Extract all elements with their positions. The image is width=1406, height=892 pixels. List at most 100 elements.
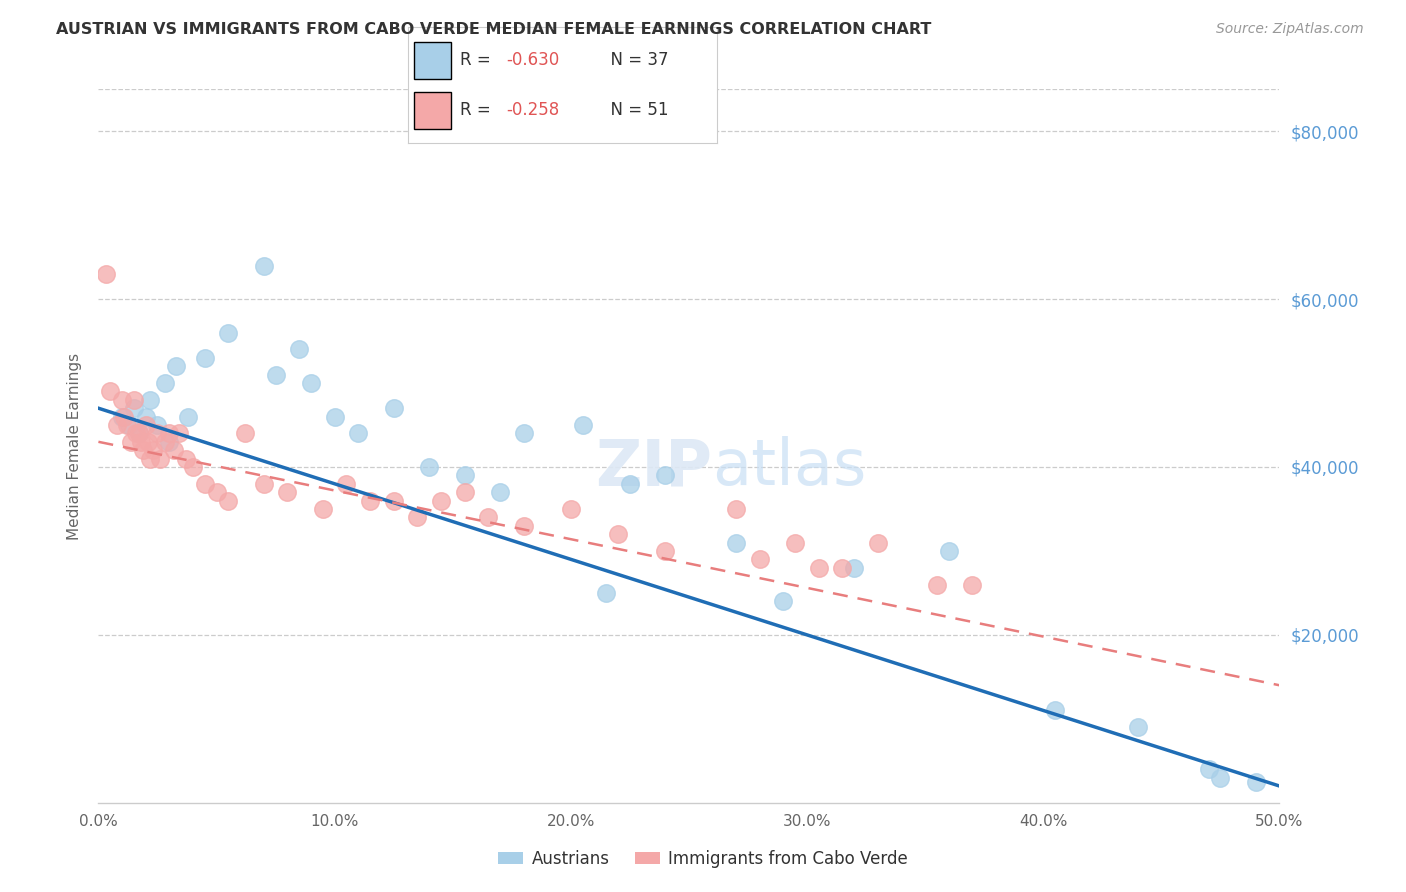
Point xyxy=(122,401,145,416)
FancyBboxPatch shape xyxy=(413,92,451,128)
Point xyxy=(925,577,948,591)
Point xyxy=(276,485,298,500)
Point xyxy=(607,527,630,541)
Point xyxy=(1126,720,1149,734)
Point xyxy=(1198,762,1220,776)
Point xyxy=(359,493,381,508)
Point xyxy=(866,535,889,549)
Point xyxy=(962,577,984,591)
Point xyxy=(595,586,617,600)
Point xyxy=(205,485,228,500)
Legend: Austrians, Immigrants from Cabo Verde: Austrians, Immigrants from Cabo Verde xyxy=(492,844,914,875)
Text: AUSTRIAN VS IMMIGRANTS FROM CABO VERDE MEDIAN FEMALE EARNINGS CORRELATION CHART: AUSTRIAN VS IMMIGRANTS FROM CABO VERDE M… xyxy=(56,22,932,37)
Point xyxy=(938,544,960,558)
Point xyxy=(121,434,143,449)
Point xyxy=(654,468,676,483)
Point xyxy=(139,392,162,407)
Point xyxy=(146,417,169,432)
Point xyxy=(115,417,138,432)
Point xyxy=(167,426,190,441)
Point xyxy=(139,451,162,466)
Text: N = 51: N = 51 xyxy=(599,102,668,120)
Point xyxy=(111,409,134,424)
Text: ZIP: ZIP xyxy=(596,436,713,499)
Point xyxy=(163,443,186,458)
Point xyxy=(1244,774,1267,789)
Text: R =: R = xyxy=(460,52,496,70)
Point xyxy=(453,468,475,483)
Point xyxy=(128,426,150,441)
Text: R =: R = xyxy=(460,102,496,120)
Point xyxy=(619,476,641,491)
Point xyxy=(312,502,335,516)
Point xyxy=(512,518,534,533)
Point xyxy=(382,401,405,416)
Point xyxy=(748,552,770,566)
Point xyxy=(111,392,134,407)
Point xyxy=(157,426,180,441)
Point xyxy=(785,535,807,549)
Text: -0.258: -0.258 xyxy=(506,102,560,120)
Point xyxy=(477,510,499,524)
Point xyxy=(105,417,128,432)
Point xyxy=(253,476,276,491)
Point xyxy=(1209,771,1232,785)
Point xyxy=(406,510,429,524)
Point xyxy=(264,368,287,382)
Point xyxy=(194,351,217,365)
Point xyxy=(335,476,357,491)
Text: -0.630: -0.630 xyxy=(506,52,560,70)
Point xyxy=(347,426,370,441)
Point xyxy=(135,409,157,424)
Text: Source: ZipAtlas.com: Source: ZipAtlas.com xyxy=(1216,22,1364,37)
Point xyxy=(132,443,155,458)
Point xyxy=(418,460,440,475)
Point xyxy=(136,434,159,449)
Point xyxy=(453,485,475,500)
Point xyxy=(122,392,145,407)
Point xyxy=(174,451,197,466)
Point xyxy=(128,426,150,441)
Point xyxy=(560,502,582,516)
Point xyxy=(253,259,276,273)
Point xyxy=(382,493,405,508)
Point xyxy=(288,343,311,357)
Point xyxy=(299,376,322,390)
Point xyxy=(118,417,141,432)
Point xyxy=(430,493,453,508)
Point xyxy=(233,426,256,441)
Point xyxy=(489,485,512,500)
Point xyxy=(194,476,217,491)
Point xyxy=(181,460,204,475)
Point xyxy=(217,493,239,508)
Point xyxy=(125,426,148,441)
Point xyxy=(157,434,180,449)
Point xyxy=(725,535,748,549)
Point xyxy=(149,451,172,466)
Point xyxy=(772,594,794,608)
Y-axis label: Median Female Earnings: Median Female Earnings xyxy=(67,352,83,540)
Point xyxy=(654,544,676,558)
Point xyxy=(571,417,593,432)
Point xyxy=(1043,703,1066,717)
Point xyxy=(94,267,117,281)
Point xyxy=(177,409,200,424)
Point xyxy=(807,560,830,574)
Text: N = 37: N = 37 xyxy=(599,52,668,70)
FancyBboxPatch shape xyxy=(413,42,451,79)
Point xyxy=(217,326,239,340)
Point xyxy=(98,384,121,399)
Point xyxy=(153,434,176,449)
Point xyxy=(323,409,346,424)
Point xyxy=(725,502,748,516)
Point xyxy=(135,417,157,432)
Point xyxy=(129,434,152,449)
Text: atlas: atlas xyxy=(713,436,868,499)
Point xyxy=(831,560,853,574)
Point xyxy=(153,376,176,390)
Point xyxy=(112,409,135,424)
Point xyxy=(146,426,169,441)
Point xyxy=(165,359,187,374)
Point xyxy=(512,426,534,441)
Point xyxy=(142,443,165,458)
